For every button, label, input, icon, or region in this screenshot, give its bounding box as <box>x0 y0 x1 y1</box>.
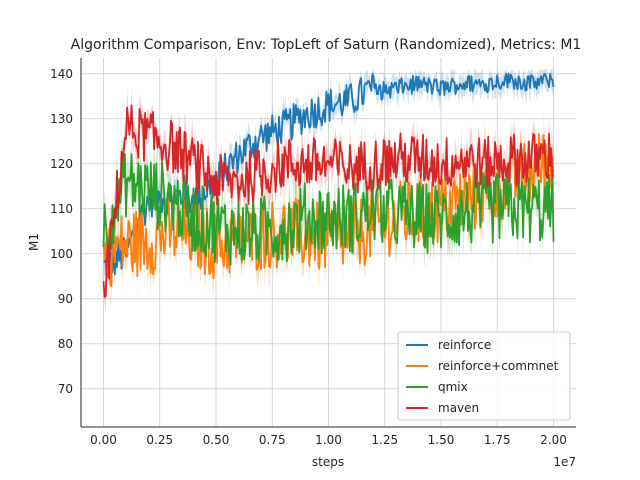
y-tick-label: 110 <box>50 202 73 216</box>
tick-labels: 0.00 0.25 0.50 0.75 1.00 1.25 1.50 1.75 2.00 70 80… <box>50 67 567 447</box>
x-tick-label: 2.00 <box>540 433 567 447</box>
y-tick-label: 80 <box>58 337 73 351</box>
y-tick-label: 100 <box>50 247 73 261</box>
x-tick-label: 0.50 <box>203 433 230 447</box>
y-tick-label: 90 <box>58 292 73 306</box>
legend-label: qmix <box>438 380 468 394</box>
x-tick-label: 1.00 <box>315 433 342 447</box>
x-tick-label: 0.00 <box>90 433 117 447</box>
x-tick-label: 0.25 <box>146 433 173 447</box>
chart-title: Algorithm Comparison, Env: TopLeft of Sa… <box>71 37 582 53</box>
legend-box <box>397 331 571 421</box>
x-axis-label: steps <box>312 455 344 469</box>
y-tick-label: 140 <box>50 67 73 81</box>
series-lines <box>102 72 555 298</box>
x-tick-label: 1.25 <box>371 433 398 447</box>
y-axis-label: M1 <box>27 233 41 251</box>
y-tick-label: 120 <box>50 157 73 171</box>
y-tick-label: 130 <box>50 112 73 126</box>
x-tick-label: 1.50 <box>428 433 455 447</box>
series-line-qmix <box>102 152 555 266</box>
axes <box>80 58 576 428</box>
x-axis-offset-label: 1e7 <box>553 455 576 469</box>
legend-label: maven <box>438 401 479 415</box>
legend-label: reinforce <box>438 338 491 352</box>
series-line-maven <box>102 104 555 298</box>
x-tick-label: 0.75 <box>259 433 286 447</box>
y-tick-label: 70 <box>58 382 73 396</box>
legend-label: reinforce+commnet <box>438 359 559 373</box>
x-tick-label: 1.75 <box>484 433 511 447</box>
legend: reinforce reinforce+commnet qmix maven <box>397 331 571 421</box>
